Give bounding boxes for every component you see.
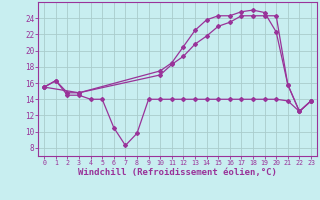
X-axis label: Windchill (Refroidissement éolien,°C): Windchill (Refroidissement éolien,°C) — [78, 168, 277, 177]
